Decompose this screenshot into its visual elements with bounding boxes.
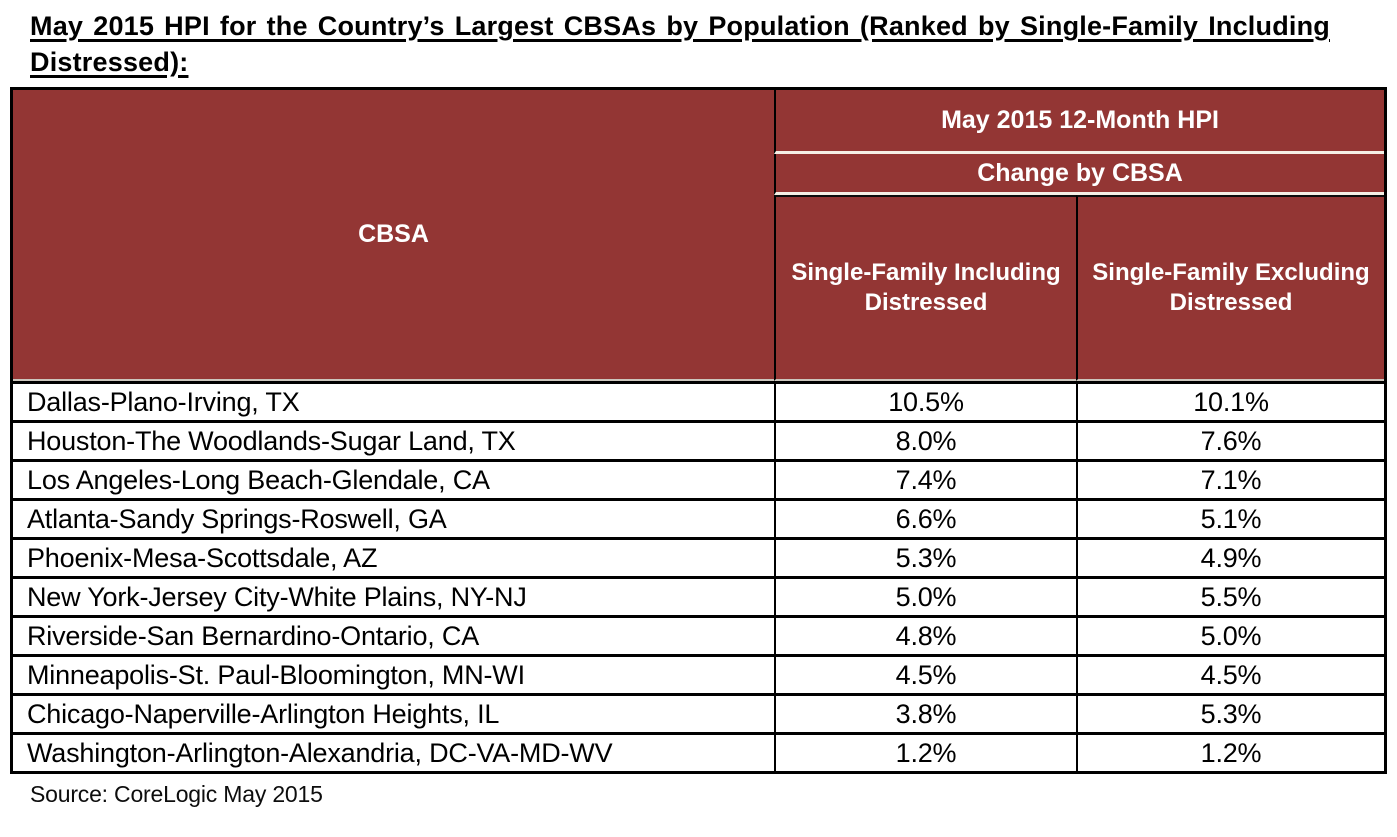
excluding-distressed-cell: 5.1% — [1076, 498, 1385, 538]
hpi-table: CBSA May 2015 12-Month HPI Change by CBS… — [10, 87, 1388, 775]
table-row: Riverside-San Bernardino-Ontario, CA 4.8… — [13, 615, 1385, 655]
including-distressed-cell: 1.2% — [774, 732, 1076, 772]
including-distressed-cell: 8.0% — [774, 420, 1076, 460]
excluding-distressed-cell: 5.0% — [1076, 615, 1385, 655]
excluding-distressed-cell: 7.6% — [1076, 420, 1385, 460]
column-subgroup-header: Change by CBSA — [774, 154, 1385, 196]
cbsa-name-cell: Atlanta-Sandy Springs-Roswell, GA — [13, 498, 774, 538]
excluding-distressed-cell: 5.3% — [1076, 693, 1385, 733]
cbsa-name-cell: Minneapolis-St. Paul-Bloomington, MN-WI — [13, 654, 774, 694]
including-distressed-cell: 3.8% — [774, 693, 1076, 733]
cbsa-name-cell: New York-Jersey City-White Plains, NY-NJ — [13, 576, 774, 616]
page-title: May 2015 HPI for the Country’s Largest C… — [30, 11, 1330, 77]
excluding-distressed-cell: 10.1% — [1076, 381, 1385, 421]
table-row: New York-Jersey City-White Plains, NY-NJ… — [13, 576, 1385, 616]
source-note: Source: CoreLogic May 2015 — [30, 781, 323, 808]
cbsa-name-cell: Riverside-San Bernardino-Ontario, CA — [13, 615, 774, 655]
cbsa-name-cell: Dallas-Plano-Irving, TX — [13, 381, 774, 421]
table-row: Dallas-Plano-Irving, TX 10.5% 10.1% — [13, 381, 1385, 421]
table-row: Houston-The Woodlands-Sugar Land, TX 8.0… — [13, 420, 1385, 460]
including-distressed-cell: 5.3% — [774, 537, 1076, 577]
cbsa-name-cell: Washington-Arlington-Alexandria, DC-VA-M… — [13, 732, 774, 772]
including-distressed-cell: 4.8% — [774, 615, 1076, 655]
excluding-distressed-cell: 7.1% — [1076, 459, 1385, 499]
table-row: Minneapolis-St. Paul-Bloomington, MN-WI … — [13, 654, 1385, 694]
column-header-excluding-distressed: Single-Family Excluding Distressed — [1076, 195, 1385, 382]
including-distressed-cell: 7.4% — [774, 459, 1076, 499]
column-header-excluding-distressed-label: Single-Family Excluding Distressed — [1092, 259, 1370, 317]
including-distressed-cell: 10.5% — [774, 381, 1076, 421]
cbsa-name-cell: Phoenix-Mesa-Scottsdale, AZ — [13, 537, 774, 577]
cbsa-name-cell: Los Angeles-Long Beach-Glendale, CA — [13, 459, 774, 499]
table-row: Washington-Arlington-Alexandria, DC-VA-M… — [13, 732, 1385, 772]
table-row: Los Angeles-Long Beach-Glendale, CA 7.4%… — [13, 459, 1385, 499]
hpi-table-body: Dallas-Plano-Irving, TX 10.5% 10.1% Hous… — [13, 381, 1385, 772]
column-group-header: May 2015 12-Month HPI — [774, 90, 1385, 155]
column-header-including-distressed: Single-Family Including Distressed — [774, 195, 1076, 382]
excluding-distressed-cell: 5.5% — [1076, 576, 1385, 616]
including-distressed-cell: 4.5% — [774, 654, 1076, 694]
hpi-table-header: CBSA May 2015 12-Month HPI Change by CBS… — [13, 90, 1385, 382]
table-row: Atlanta-Sandy Springs-Roswell, GA 6.6% 5… — [13, 498, 1385, 538]
excluding-distressed-cell: 1.2% — [1076, 732, 1385, 772]
including-distressed-cell: 6.6% — [774, 498, 1076, 538]
column-header-cbsa: CBSA — [13, 90, 774, 382]
including-distressed-cell: 5.0% — [774, 576, 1076, 616]
table-row: Phoenix-Mesa-Scottsdale, AZ 5.3% 4.9% — [13, 537, 1385, 577]
cbsa-name-cell: Chicago-Naperville-Arlington Heights, IL — [13, 693, 774, 733]
column-header-including-distressed-label: Single-Family Including Distressed — [791, 259, 1061, 317]
table-row: Chicago-Naperville-Arlington Heights, IL… — [13, 693, 1385, 733]
excluding-distressed-cell: 4.9% — [1076, 537, 1385, 577]
cbsa-name-cell: Houston-The Woodlands-Sugar Land, TX — [13, 420, 774, 460]
excluding-distressed-cell: 4.5% — [1076, 654, 1385, 694]
